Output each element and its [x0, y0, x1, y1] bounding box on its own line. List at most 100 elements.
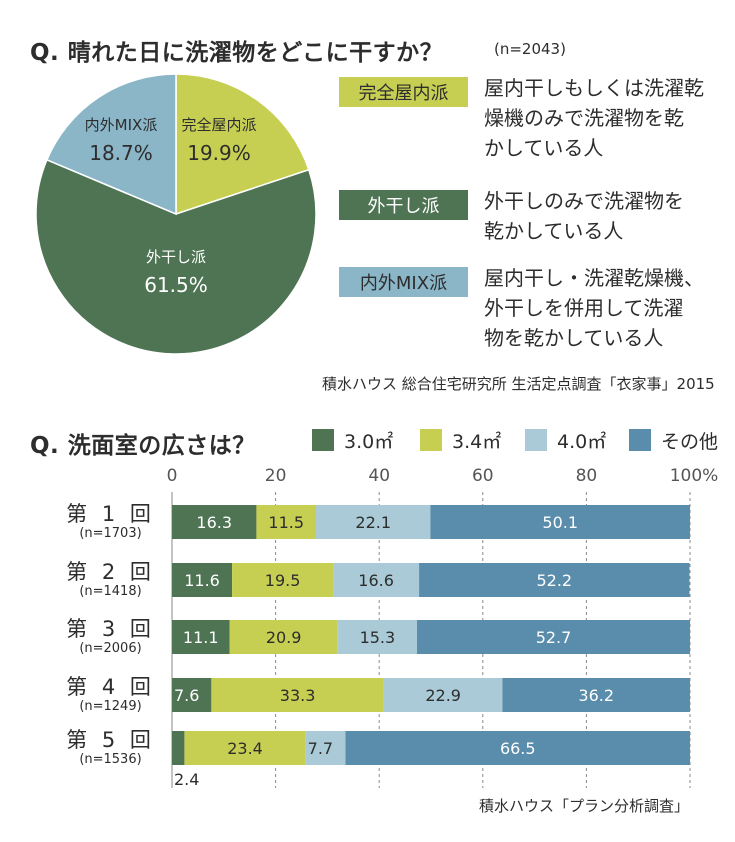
bar-row-title: 第 1 回: [66, 502, 155, 526]
bar-value-label: 22.9: [425, 686, 461, 705]
bar-segment: [305, 731, 346, 765]
bar-row-sample-size: (n=1249): [79, 699, 142, 714]
pie-value-indoor-only: 19.9%: [187, 141, 251, 165]
legend-label: 4.0㎡: [557, 430, 607, 453]
pie-legend-desc-outdoor: 外干しのみで洗濯物を 乾かしている人: [484, 186, 684, 246]
pie-sample-size: (n=2043): [494, 40, 566, 58]
bar-legend-item: 3.0㎡: [312, 428, 394, 453]
bar-value-label: 7.7: [308, 739, 333, 758]
pie-legend-desc-line: 屋内干し・洗濯乾燥機、: [484, 266, 704, 290]
bar-value-label: 20.9: [266, 628, 302, 647]
x-tick-label: 60: [472, 466, 494, 486]
bar-row-title: 第 3 回: [66, 617, 155, 641]
bar-segment: [184, 731, 306, 765]
pie-slice-mix: [45, 73, 177, 216]
pie-legend-tag-mix: 内外MIX派: [339, 267, 468, 297]
bar-segment: [172, 620, 230, 654]
bar-segment: [430, 505, 690, 539]
bar-value-label: 52.7: [536, 628, 572, 647]
bar-value-label: 11.6: [184, 571, 220, 590]
pie-value-mix: 18.7%: [89, 141, 153, 165]
bar-segment: [417, 620, 690, 654]
bar-segment: [419, 563, 690, 597]
pie-legend-desc-mix: 屋内干し・洗濯乾燥機、 外干しを併用して洗濯 物を乾かしている人: [484, 263, 704, 353]
legend-label: その他: [661, 430, 719, 453]
bar-legend-item: 4.0㎡: [525, 428, 607, 453]
pie-question-title: Q. 晴れた日に洗濯物をどこに干すか？: [30, 40, 444, 66]
pie-source: 積水ハウス 総合住宅研究所 生活定点調査「衣家事」2015: [322, 375, 715, 393]
pie-slice-outdoor: [35, 158, 317, 355]
bar-row-label: 第 3 回 (n=2006): [58, 617, 163, 657]
pie-chart: 完全屋内派 19.9% 外干し派 61.5% 内外MIX派 18.7%: [35, 73, 317, 355]
legend-swatch: [525, 429, 547, 451]
pie-label-outdoor: 外干し派: [146, 248, 206, 266]
bar-row-label: 第 1 回 (n=1703): [58, 502, 163, 542]
bar-value-label: 15.3: [360, 628, 396, 647]
bar-segment: [337, 620, 418, 654]
bar-value-label: 50.1: [542, 513, 578, 532]
bar-row-sample-size: (n=1703): [79, 526, 142, 541]
pie-legend-desc-line: 燥機のみで洗濯物を乾: [484, 106, 684, 130]
legend-swatch: [629, 429, 651, 451]
bar-segment: [502, 678, 690, 712]
bar-segment: [172, 505, 257, 539]
bar-row-sample-size: (n=1536): [79, 752, 142, 767]
pie-legend-tag-outdoor: 外干し派: [339, 190, 468, 220]
bar-legend-item: その他: [629, 428, 719, 453]
bar-row-title: 第 5 回: [66, 728, 155, 752]
bar-segment: [172, 678, 212, 712]
bar-row-sample-size: (n=1418): [79, 584, 142, 599]
bar-segment: [345, 731, 690, 765]
x-tick-label: 20: [265, 466, 287, 486]
bar-value-label: 16.6: [358, 571, 394, 590]
pie-legend-desc-line: 外干しのみで洗濯物を: [484, 189, 684, 213]
legend-swatch: [312, 429, 334, 451]
bar-segment: [333, 563, 420, 597]
x-tick-label: 0: [167, 466, 178, 486]
legend-label: 3.4㎡: [452, 430, 502, 453]
bar-value-label: 2.4: [174, 770, 199, 789]
bar-value-label: 11.1: [183, 628, 219, 647]
x-tick-label: 40: [368, 466, 390, 486]
bar-segment: [229, 620, 338, 654]
bar-legend-item: 3.4㎡: [420, 428, 502, 453]
pie-value-outdoor: 61.5%: [144, 273, 208, 297]
bar-value-label: 19.5: [265, 571, 301, 590]
bar-value-label: 23.4: [227, 739, 263, 758]
bar-row-sample-size: (n=2006): [79, 641, 142, 656]
legend-label: 3.0㎡: [344, 430, 394, 453]
pie-legend-tag-indoor-only: 完全屋内派: [339, 77, 468, 107]
bar-row-label: 第 2 回 (n=1418): [58, 560, 163, 600]
pie-legend-desc-line: 物を乾かしている人: [484, 326, 664, 350]
bar-value-label: 7.6: [174, 686, 199, 705]
x-tick-label: 100%: [670, 466, 719, 486]
pie-legend-desc-line: 乾かしている人: [484, 219, 624, 243]
bar-value-label: 33.3: [280, 686, 316, 705]
bar-segment: [211, 678, 384, 712]
bar-segment: [172, 563, 233, 597]
bar-row-title: 第 4 回: [66, 675, 155, 699]
bar-segment: [316, 505, 431, 539]
pie-slice-indoor-only: [175, 73, 310, 216]
pie-label-indoor-only: 完全屋内派: [181, 116, 256, 134]
pie-legend-desc-indoor-only: 屋内干しもしくは洗濯乾 燥機のみで洗濯物を乾 かしている人: [484, 73, 704, 163]
bar-row-label: 第 5 回 (n=1536): [58, 728, 163, 768]
pie-label-mix: 内外MIX派: [85, 116, 158, 134]
bar-row-label: 第 4 回 (n=1249): [58, 675, 163, 715]
bar-segment: [383, 678, 503, 712]
pie-legend-desc-line: 外干しを併用して洗濯: [484, 296, 684, 320]
bar-value-label: 52.2: [536, 571, 572, 590]
x-tick-label: 80: [576, 466, 598, 486]
legend-swatch: [420, 429, 442, 451]
pie-legend-desc-line: かしている人: [484, 136, 604, 160]
bar-value-label: 36.2: [578, 686, 614, 705]
bar-segment: [172, 731, 185, 765]
bar-row-title: 第 2 回: [66, 560, 155, 584]
bar-value-label: 11.5: [268, 513, 304, 532]
bar-value-label: 16.3: [196, 513, 232, 532]
bar-source: 積水ハウス「プラン分析調査」: [479, 797, 690, 815]
bar-value-label: 22.1: [355, 513, 391, 532]
bar-value-label: 66.5: [500, 739, 536, 758]
bar-question-title: Q. 洗面室の広さは？: [30, 433, 256, 459]
bar-segment: [232, 563, 334, 597]
